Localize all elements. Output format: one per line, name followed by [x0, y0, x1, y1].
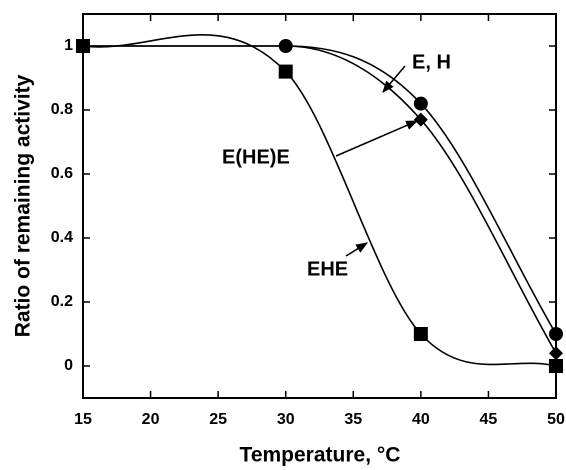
data-point	[76, 39, 90, 53]
plot-frame	[82, 13, 557, 399]
y-tick-label: 1	[64, 37, 73, 54]
data-point	[549, 327, 563, 341]
data-point	[278, 39, 293, 53]
y-tick-label: 0.2	[51, 293, 73, 310]
y-axis-label: Ratio of remaining activity	[12, 74, 35, 337]
series-annotation: E(HE)E	[222, 146, 290, 168]
x-tick-label: 35	[344, 411, 362, 428]
series-line	[83, 45, 557, 335]
y-tick-label: 0.6	[51, 165, 73, 182]
x-tick-label: 50	[547, 411, 565, 428]
data-point	[413, 96, 428, 111]
x-axis-label: Temperature, °C	[240, 444, 401, 467]
x-tick-label: 40	[412, 411, 430, 428]
series-line	[82, 34, 557, 367]
y-tick-label: 0.8	[51, 101, 73, 118]
y-tick-label: 0	[64, 357, 73, 374]
x-tick-label: 30	[277, 411, 295, 428]
x-tick-label: 20	[142, 411, 160, 428]
data-point	[549, 359, 563, 373]
x-tick-label: 45	[480, 411, 498, 428]
x-tick-label: 15	[74, 411, 92, 428]
x-tick-label: 25	[209, 411, 227, 428]
series-annotation: EHE	[307, 258, 348, 280]
series-annotation: E, H	[412, 51, 451, 73]
y-tick-label: 0.4	[51, 229, 73, 246]
data-point	[413, 327, 428, 341]
series-line	[83, 45, 557, 354]
data-point	[413, 112, 428, 127]
data-point	[278, 64, 293, 79]
data-point	[549, 346, 563, 361]
annotation-arrow	[345, 242, 369, 257]
annotation-arrow	[335, 120, 419, 157]
